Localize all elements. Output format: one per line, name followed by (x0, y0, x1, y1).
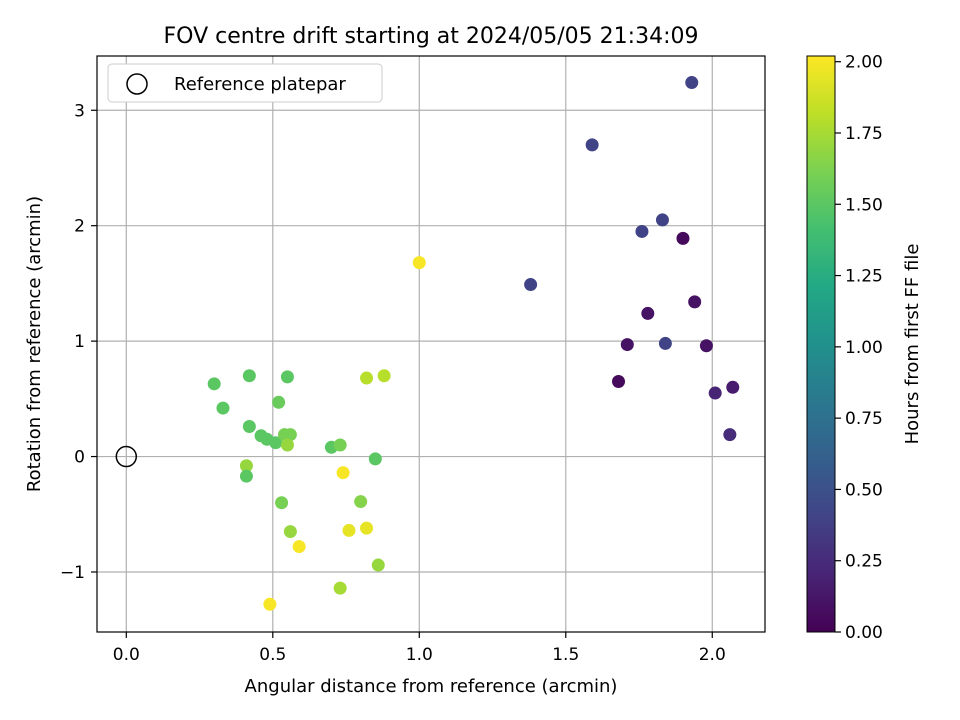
data-point (635, 224, 649, 238)
data-point (263, 597, 277, 611)
colorbar-tick-label: 0.75 (845, 409, 883, 429)
reference-platepar-marker (115, 445, 138, 468)
data-point (685, 76, 699, 90)
data-points (207, 76, 740, 611)
data-point (272, 395, 286, 409)
data-point (280, 438, 294, 452)
legend-box (107, 63, 383, 103)
data-point (275, 496, 289, 510)
data-point (354, 495, 368, 509)
data-point (377, 369, 391, 383)
data-point (655, 213, 669, 227)
data-point (280, 370, 294, 384)
data-point (360, 371, 374, 385)
data-point (612, 375, 626, 389)
colorbar: 0.00 0.25 0.50 0.75 1.00 1.25 1.50 1.75 2.00 Hou… (806, 53, 923, 643)
data-point (699, 339, 713, 353)
data-point (242, 369, 256, 383)
data-point (239, 469, 253, 483)
x-tick-label: 1.0 (406, 645, 433, 665)
x-tick-label: 0.5 (259, 645, 286, 665)
data-point (368, 452, 382, 466)
x-tick-label: 0.0 (113, 645, 140, 665)
colorbar-gradient (806, 55, 836, 633)
data-point (620, 338, 634, 352)
colorbar-tick-label: 1.50 (845, 195, 883, 215)
data-point (333, 581, 347, 595)
chart-title: FOV centre drift starting at 2024/05/05 … (164, 24, 699, 49)
legend-label: Reference platepar (174, 74, 346, 95)
y-tick-label: −1 (60, 563, 85, 583)
y-tick-label: 0 (74, 448, 85, 468)
y-tick-label: 1 (74, 332, 85, 352)
data-point (723, 428, 737, 442)
y-tick-label: 3 (74, 101, 85, 121)
data-point (207, 377, 221, 391)
colorbar-tick-label: 0.50 (845, 480, 883, 500)
data-point (708, 386, 722, 400)
x-axis-label: Angular distance from reference (arcmin) (245, 676, 618, 697)
x-axis: 0.0 0.5 1.0 1.5 2.0 (113, 632, 726, 665)
legend: Reference platepar (107, 63, 383, 103)
data-point (360, 521, 374, 535)
data-point (292, 540, 306, 554)
x-tick-label: 1.5 (552, 645, 579, 665)
data-point (726, 380, 740, 394)
data-point (342, 523, 356, 537)
data-point (524, 278, 538, 292)
legend-reference-marker (126, 73, 148, 95)
data-point (641, 306, 655, 320)
colorbar-tick-label: 2.00 (845, 53, 883, 73)
colorbar-ticks: 0.00 0.25 0.50 0.75 1.00 1.25 1.50 1.75 2.00 (835, 53, 883, 643)
colorbar-tick-label: 1.25 (845, 267, 883, 287)
colorbar-tick-label: 0.25 (845, 552, 883, 572)
plot-frame (96, 55, 766, 633)
data-point (242, 420, 256, 434)
data-point (336, 466, 350, 480)
data-point (239, 459, 253, 473)
x-tick-label: 2.0 (699, 645, 726, 665)
colorbar-tick-label: 1.00 (845, 338, 883, 358)
colorbar-label: Hours from first FF file (902, 244, 923, 445)
data-point (688, 295, 702, 309)
data-point (585, 138, 599, 152)
data-point (283, 525, 297, 539)
y-tick-label: 2 (74, 217, 85, 237)
data-point (283, 428, 297, 442)
data-point (269, 436, 283, 450)
colorbar-tick-label: 1.75 (845, 124, 883, 144)
data-point (371, 558, 385, 572)
data-point (412, 256, 426, 270)
data-point (658, 336, 672, 350)
reference-marker-group (115, 445, 138, 468)
data-point (333, 438, 347, 452)
y-axis-label: Rotation from reference (arcmin) (24, 196, 45, 492)
data-point (216, 401, 230, 415)
data-point (676, 231, 690, 245)
colorbar-tick-label: 0.00 (845, 623, 883, 643)
y-axis: −1 0 1 2 3 (60, 101, 97, 583)
